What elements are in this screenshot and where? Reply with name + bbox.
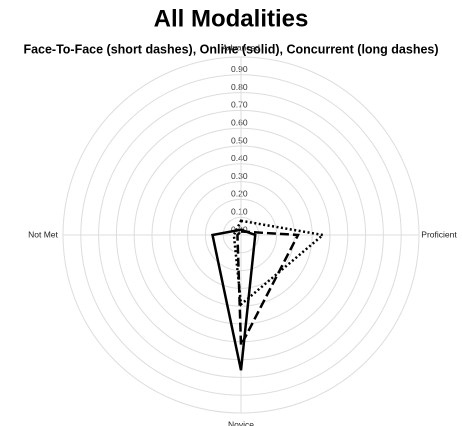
chart-subtitle: Face-To-Face (short dashes), Online (sol…: [23, 42, 438, 56]
tick-label: 0.90: [231, 64, 248, 74]
chart-title: All Modalities: [154, 5, 309, 32]
tick-label: 0.10: [231, 206, 248, 216]
tick-label: 0.70: [231, 100, 248, 110]
axis-label: Advanced: [222, 42, 260, 52]
tick-label: 0.80: [231, 82, 248, 92]
tick-label: 0.20: [231, 189, 248, 199]
tick-label: 0.30: [231, 171, 248, 181]
axis-label: Novice: [228, 419, 254, 426]
series-line: [236, 230, 300, 351]
tick-label: 0.50: [231, 135, 248, 145]
axis-label: Not Met: [28, 229, 58, 239]
series-line: [211, 228, 257, 371]
tick-label: 0.60: [231, 117, 248, 127]
tick-label: 0.40: [231, 153, 248, 163]
axis-label: Proficient: [421, 229, 457, 239]
